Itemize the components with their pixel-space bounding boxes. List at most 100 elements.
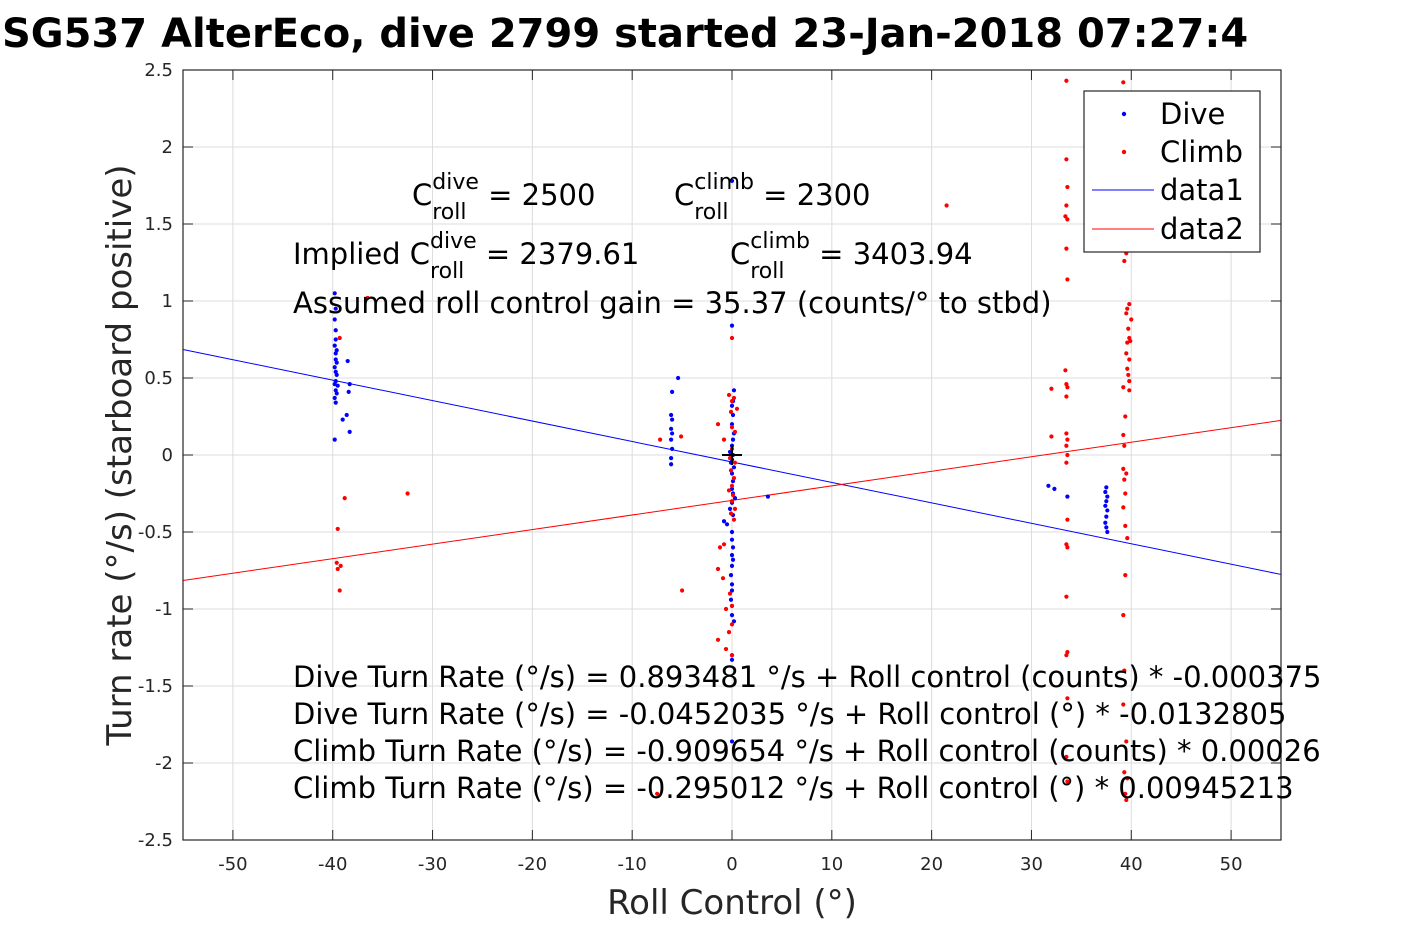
y-axis-ticks: -2.5 -2 -1.5 -1 -0.5 0 0.5 1 1.5 2 2.5 bbox=[138, 60, 1281, 851]
point-climb bbox=[1124, 311, 1129, 316]
point-climb bbox=[1064, 246, 1069, 251]
point-dive bbox=[729, 657, 735, 662]
point-climb bbox=[1065, 779, 1070, 784]
point-climb bbox=[1064, 78, 1069, 83]
point-climb bbox=[734, 406, 740, 411]
point-dive bbox=[333, 337, 338, 342]
point-climb bbox=[1125, 340, 1130, 345]
point-climb bbox=[334, 560, 339, 565]
point-climb bbox=[729, 425, 735, 430]
point-climb bbox=[1123, 414, 1128, 419]
point-dive bbox=[670, 431, 675, 436]
point-climb bbox=[715, 637, 721, 642]
point-climb bbox=[729, 622, 735, 627]
point-climb bbox=[1065, 452, 1070, 458]
x-axis-ticks: -50 -40 -30 -20 -10 0 10 20 30 40 50 bbox=[218, 70, 1243, 875]
x-tick-label: 20 bbox=[920, 854, 943, 875]
legend-dive-label: Dive bbox=[1160, 97, 1225, 131]
point-dive bbox=[669, 437, 674, 442]
point-climb bbox=[1126, 372, 1131, 378]
point-climb bbox=[715, 422, 721, 427]
point-dive bbox=[729, 613, 735, 618]
point-climb bbox=[1063, 214, 1068, 219]
point-climb bbox=[1124, 739, 1129, 744]
point-dive bbox=[332, 317, 337, 322]
point-climb bbox=[730, 492, 736, 498]
x-tick-label: -40 bbox=[318, 854, 347, 875]
point-climb bbox=[337, 335, 342, 341]
point-dive bbox=[1104, 525, 1109, 530]
y-tick-label: -2.5 bbox=[138, 830, 173, 851]
point-dive bbox=[728, 573, 734, 578]
point-climb bbox=[1121, 613, 1126, 618]
point-climb bbox=[1064, 157, 1069, 162]
x-tick-label: 30 bbox=[1020, 854, 1043, 875]
point-climb bbox=[1121, 80, 1126, 85]
point-climb bbox=[338, 563, 343, 568]
y-tick-label: 2.5 bbox=[144, 60, 173, 81]
point-dive bbox=[334, 360, 339, 365]
point-dive bbox=[765, 494, 771, 499]
point-climb bbox=[1125, 776, 1130, 781]
point-climb bbox=[1121, 466, 1126, 471]
point-dive bbox=[1046, 483, 1051, 488]
point-dive bbox=[729, 582, 735, 587]
x-tick-label: -10 bbox=[617, 854, 646, 875]
legend-box bbox=[1083, 90, 1261, 253]
point-climb bbox=[723, 606, 729, 612]
point-climb bbox=[1124, 797, 1129, 803]
point-climb bbox=[405, 491, 410, 496]
point-climb bbox=[1122, 770, 1127, 775]
point-climb bbox=[1125, 306, 1130, 311]
point-climb bbox=[1065, 545, 1070, 550]
point-dive bbox=[669, 455, 674, 461]
point-climb bbox=[1124, 351, 1129, 356]
point-climb bbox=[1049, 434, 1054, 439]
point-climb bbox=[337, 588, 342, 593]
point-dive bbox=[729, 553, 735, 558]
point-climb bbox=[1129, 317, 1134, 322]
point-climb bbox=[1123, 791, 1128, 796]
legend: Dive Climb data1 data2 bbox=[1083, 90, 1261, 253]
point-climb bbox=[1127, 357, 1132, 362]
point-dive bbox=[670, 389, 675, 394]
point-dive bbox=[332, 395, 337, 401]
point-climb bbox=[335, 566, 340, 572]
point-climb bbox=[1125, 536, 1130, 541]
point-climb bbox=[1064, 203, 1069, 208]
y-tick-label: 0.5 bbox=[144, 368, 173, 389]
y-axis-label: Turn rate (°/s) (starboard positive) bbox=[100, 164, 140, 746]
point-dive bbox=[333, 400, 338, 405]
point-climb bbox=[1065, 277, 1070, 282]
x-tick-label: -20 bbox=[518, 854, 547, 875]
point-climb bbox=[1064, 653, 1069, 658]
y-tick-label: 2 bbox=[162, 137, 173, 158]
point-climb bbox=[731, 395, 737, 401]
point-dive bbox=[1104, 514, 1109, 519]
point-climb bbox=[1123, 573, 1128, 578]
point-dive bbox=[1052, 486, 1057, 491]
legend-climb-label: Climb bbox=[1160, 135, 1243, 169]
point-dive bbox=[730, 437, 736, 442]
point-climb bbox=[727, 591, 733, 596]
point-dive bbox=[729, 588, 735, 593]
point-climb bbox=[731, 476, 737, 481]
point-climb bbox=[1065, 184, 1070, 190]
point-climb bbox=[726, 392, 732, 398]
point-climb bbox=[1065, 437, 1070, 442]
point-dive bbox=[729, 529, 735, 535]
point-climb bbox=[1121, 432, 1126, 438]
point-climb bbox=[728, 511, 734, 516]
point-climb bbox=[944, 203, 949, 208]
point-climb bbox=[1064, 394, 1069, 399]
legend-dive-marker bbox=[1121, 111, 1127, 117]
point-dive bbox=[670, 417, 675, 422]
point-dive bbox=[334, 372, 339, 378]
point-climb bbox=[1122, 443, 1127, 448]
point-climb bbox=[1121, 505, 1126, 510]
point-climb bbox=[720, 576, 726, 581]
point-climb bbox=[655, 791, 660, 796]
point-climb bbox=[717, 545, 723, 550]
point-dive bbox=[675, 375, 681, 381]
point-climb bbox=[1121, 702, 1126, 707]
